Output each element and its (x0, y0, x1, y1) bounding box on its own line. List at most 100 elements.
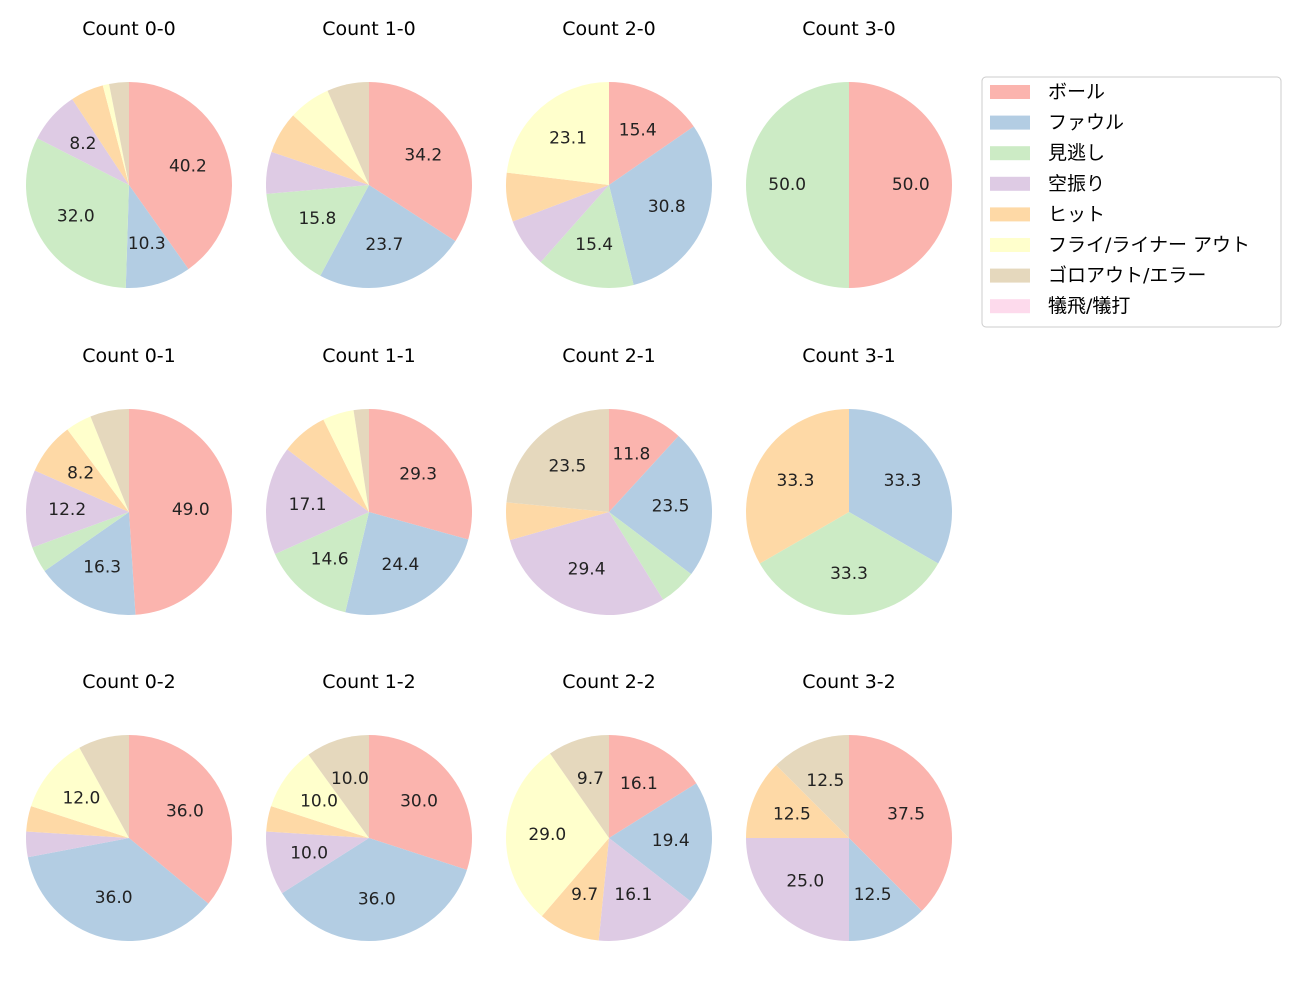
pie-count-1-1: Count 1-1 29.3 24.4 14.6 17.1 (266, 345, 472, 615)
slice-label: 23.1 (549, 129, 587, 149)
slice-4 (72, 85, 129, 185)
slice-5 (271, 754, 369, 838)
pie-title: Count 3-2 (802, 671, 896, 693)
slice-5 (506, 753, 609, 917)
slice-4 (271, 115, 369, 185)
slice-label: 15.4 (575, 235, 613, 255)
slice-4 (745, 409, 849, 564)
slice-5 (293, 90, 369, 185)
slice-1 (320, 185, 456, 289)
slice-2 (609, 512, 692, 600)
pie-count-3-0: Count 3-0 50.0 50.0 (746, 18, 952, 288)
legend-label: ボール (1048, 81, 1105, 103)
slice-4 (505, 172, 609, 222)
slice-label: 34.2 (404, 146, 442, 166)
slice-6 (327, 82, 369, 185)
legend-swatch (990, 238, 1030, 252)
legend-label: フライ/ライナー アウト (1048, 234, 1250, 256)
pie-count-2-2: Count 2-2 16.1 19.4 16.1 9.7 29.0 9.7 (506, 671, 712, 942)
slice-2 (32, 512, 130, 571)
slice-0 (129, 735, 232, 904)
slice-label: 15.4 (619, 120, 657, 140)
slice-label: 15.8 (298, 209, 336, 229)
slice-0 (849, 82, 952, 288)
slice-1 (282, 838, 467, 942)
slice-label: 36.0 (166, 802, 204, 822)
slice-label: 10.0 (290, 843, 328, 863)
slice-6 (353, 409, 369, 512)
legend-label: 犠飛/犠打 (1048, 295, 1130, 317)
slice-2 (25, 138, 129, 288)
slice-0 (849, 735, 952, 911)
slice-3 (266, 449, 369, 555)
slice-label: 23.7 (365, 235, 403, 255)
pie-count-2-0: Count 2-0 15.4 30.8 15.4 23.1 (505, 18, 712, 289)
pie-title: Count 0-1 (82, 345, 176, 367)
slice-4 (34, 429, 129, 512)
slice-0 (129, 82, 233, 270)
pie-count-0-1: Count 0-1 49.0 16.3 12.2 8.2 (25, 345, 233, 615)
slice-2 (746, 82, 849, 288)
slice-label: 24.4 (382, 555, 420, 575)
slice-label: 17.1 (289, 495, 327, 515)
slice-label: 11.8 (612, 444, 650, 464)
slice-4 (26, 806, 129, 838)
slice-label: 9.7 (577, 769, 604, 789)
legend-swatch (990, 268, 1030, 283)
slice-label: 10.0 (331, 769, 369, 789)
slice-label: 32.0 (57, 206, 95, 226)
slice-4 (266, 806, 369, 838)
slice-2 (540, 185, 634, 289)
legend-swatch (990, 299, 1030, 314)
pie-title: Count 0-0 (82, 18, 176, 40)
slice-1 (609, 783, 712, 902)
slice-label: 12.5 (773, 804, 811, 824)
slice-label: 37.5 (887, 804, 925, 824)
slice-label: 50.0 (892, 175, 930, 195)
slice-1 (609, 436, 712, 575)
slice-3 (266, 831, 369, 894)
pie-title: Count 0-2 (82, 671, 176, 693)
slice-label: 16.3 (83, 558, 121, 578)
pie-title: Count 1-0 (322, 18, 416, 40)
legend-swatch (990, 85, 1030, 99)
slice-label: 36.0 (358, 889, 396, 909)
pie-count-2-1: Count 2-1 11.8 23.5 29.4 23.5 (506, 345, 712, 615)
pie-title: Count 1-2 (322, 671, 416, 693)
slice-6 (90, 409, 129, 512)
pie-title: Count 1-1 (322, 345, 416, 367)
slice-label: 19.4 (652, 831, 690, 851)
pie-title: Count 3-0 (802, 18, 896, 40)
slice-2 (759, 512, 939, 615)
slice-label: 30.8 (648, 197, 686, 217)
pie-count-3-1: Count 3-1 33.3 33.3 33.3 (745, 345, 952, 615)
slice-label: 10.0 (300, 792, 338, 812)
pie-title: Count 2-0 (562, 18, 656, 40)
slice-3 (266, 151, 369, 194)
slice-3 (509, 512, 664, 615)
slice-2 (266, 185, 369, 276)
slice-1 (345, 512, 469, 615)
slice-1 (44, 512, 136, 615)
slice-label: 16.1 (620, 774, 658, 794)
pie-count-3-2: Count 3-2 37.5 12.5 25.0 12.5 12.5 (746, 671, 952, 941)
slice-5 (102, 83, 129, 185)
legend-label: ヒット (1048, 203, 1105, 225)
pie-count-0-2: Count 0-2 36.0 36.0 12.0 (26, 671, 232, 941)
slice-5 (67, 416, 129, 512)
legend-frame (981, 76, 1282, 328)
legend-label: 見逃し (1048, 142, 1105, 164)
slice-label: 33.3 (830, 564, 868, 584)
pie-count-1-2: Count 1-2 30.0 36.0 10.0 10.0 10.0 (266, 671, 472, 942)
slice-label: 29.3 (399, 465, 437, 485)
legend-swatch (990, 115, 1030, 130)
slice-label: 25.0 (786, 872, 824, 892)
slice-4 (287, 419, 369, 512)
slice-6 (109, 82, 129, 185)
slice-0 (369, 735, 472, 870)
slice-label: 33.3 (884, 471, 922, 491)
slice-label: 29.0 (528, 825, 566, 845)
slice-0 (609, 82, 694, 185)
slice-2 (274, 512, 369, 613)
